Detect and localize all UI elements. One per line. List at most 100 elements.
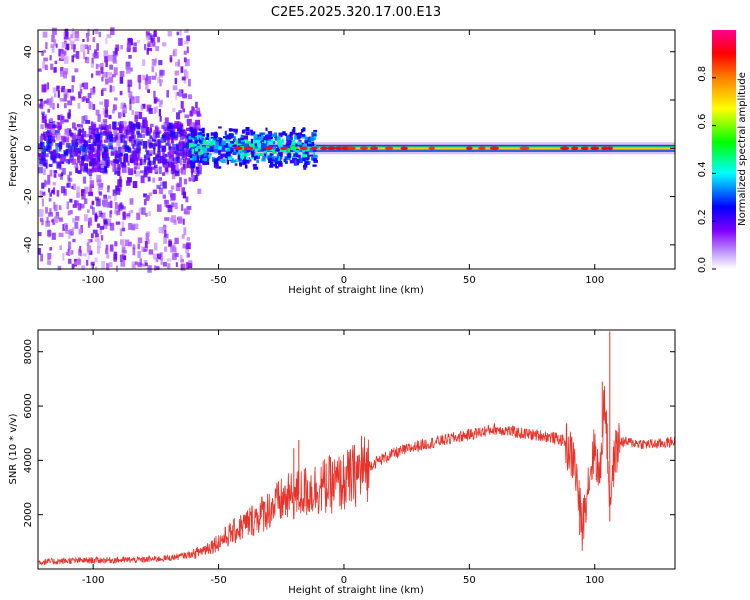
noise-cell (176, 126, 182, 134)
noise-cell (51, 189, 55, 193)
noise-cell (88, 139, 91, 144)
noise-cell (87, 46, 90, 55)
noise-cell (149, 143, 153, 149)
noise-cell (81, 96, 85, 102)
transition-cell (312, 158, 318, 162)
noise-cell (77, 102, 81, 109)
noise-cell (73, 146, 77, 151)
noise-cell (93, 141, 97, 146)
spectrogram-cells (38, 27, 675, 273)
noise-cell (153, 90, 156, 98)
noise-cell (162, 157, 167, 165)
noise-cell (153, 29, 157, 37)
noise-cell (45, 162, 48, 169)
noise-cell (128, 122, 132, 127)
noise-cell (91, 128, 96, 135)
noise-cell (159, 115, 162, 122)
noise-cell (167, 30, 172, 37)
noise-cell (183, 227, 187, 236)
transition-cell (312, 164, 317, 167)
transition-cell (270, 134, 273, 140)
transition-cell (298, 158, 303, 164)
noise-cell (91, 158, 96, 164)
noise-cell (155, 106, 158, 113)
noise-cell (74, 68, 79, 73)
noise-cell (167, 263, 171, 269)
y-tick-label: -20 (23, 188, 34, 204)
noise-cell (116, 132, 120, 139)
noise-cell (53, 201, 56, 210)
noise-cell (186, 206, 192, 210)
transition-cell (205, 137, 209, 141)
transition-cell (203, 138, 207, 144)
noise-cell (176, 112, 181, 120)
transition-cell (242, 156, 246, 161)
noise-cell (110, 27, 115, 36)
noise-cell (124, 239, 130, 246)
noise-cell (137, 133, 142, 138)
transition-cell (237, 138, 240, 141)
noise-cell (55, 211, 60, 219)
noise-cell (127, 241, 132, 247)
noise-cell (82, 38, 85, 43)
transition-cell (209, 141, 215, 145)
noise-cell (52, 121, 56, 129)
noise-cell (176, 131, 182, 137)
transition-cell (244, 164, 248, 169)
noise-cell (146, 47, 150, 55)
noise-cell (107, 195, 111, 199)
noise-cell (112, 189, 117, 196)
noise-cell (79, 160, 85, 166)
transition-cell (243, 135, 248, 140)
noise-cell (86, 242, 90, 246)
noise-cell (170, 246, 174, 253)
snr-y-label: SNR (10 * v/v) (8, 413, 19, 484)
noise-cell (171, 247, 177, 253)
noise-cell (88, 169, 93, 176)
transition-cell (285, 143, 291, 146)
noise-cell (116, 127, 121, 131)
noise-cell (154, 143, 157, 147)
transition-cell (269, 141, 273, 145)
noise-cell (54, 130, 60, 135)
noise-cell (154, 96, 158, 103)
noise-cell (55, 142, 59, 147)
noise-cell (164, 199, 168, 207)
noise-cell (71, 185, 74, 189)
transition-cell (193, 130, 197, 135)
noise-cell (122, 206, 126, 210)
x-tick-label: 100 (585, 575, 604, 586)
noise-cell (123, 255, 127, 261)
noise-cell (145, 83, 149, 90)
transition-cell (208, 154, 211, 159)
noise-cell (98, 132, 103, 138)
noise-cell (182, 158, 187, 164)
transition-cell (209, 153, 212, 156)
transition-cell (217, 126, 222, 129)
noise-cell (72, 218, 76, 223)
noise-cell (142, 140, 148, 149)
noise-cell (129, 98, 132, 104)
noise-cell (152, 138, 157, 142)
noise-cell (112, 123, 116, 130)
transition-cell (201, 154, 204, 159)
noise-cell (187, 153, 190, 158)
noise-cell (97, 183, 103, 191)
noise-cell (124, 121, 127, 127)
noise-cell (97, 114, 101, 122)
noise-cell (132, 150, 138, 158)
transition-cell (240, 154, 245, 159)
noise-cell (143, 154, 147, 163)
noise-cell (166, 258, 172, 262)
noise-cell (173, 163, 178, 171)
noise-cell (186, 35, 190, 42)
noise-cell (179, 177, 182, 183)
noise-cell (52, 218, 56, 225)
noise-cell (43, 159, 48, 164)
noise-cell (115, 188, 121, 195)
noise-cell (162, 181, 167, 189)
noise-cell (52, 181, 56, 186)
noise-cell (80, 189, 84, 197)
transition-cell (246, 153, 250, 156)
noise-cell (130, 154, 134, 160)
